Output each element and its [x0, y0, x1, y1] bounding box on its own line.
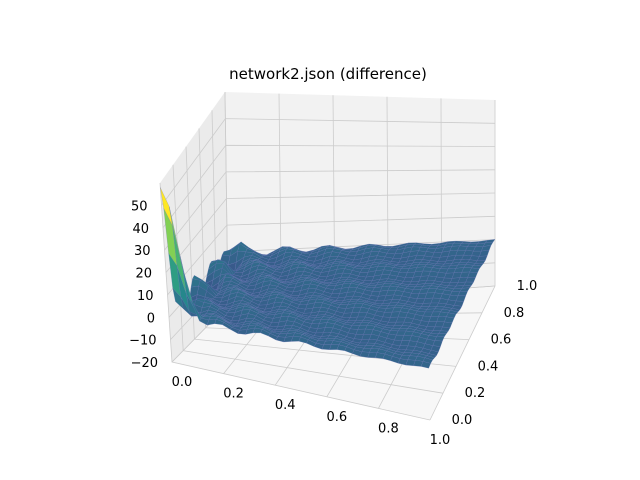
y-tick-label: 0.8 — [504, 306, 525, 321]
z-gridline — [162, 144, 496, 229]
y-tick-label: 0.0 — [452, 413, 473, 428]
y-tick-label: 0.6 — [491, 333, 512, 348]
z-gridline — [167, 215, 496, 296]
z-tick-label: 30 — [134, 244, 151, 259]
x-tick-label: 0.2 — [223, 387, 244, 402]
surface-cell — [438, 330, 449, 334]
surface-cell — [442, 321, 453, 328]
z-tick-label: 0 — [147, 311, 155, 326]
x-tick-label: 0.0 — [172, 375, 193, 390]
chart-title: network2.json (difference) — [229, 65, 427, 83]
z-tick-label: 40 — [132, 222, 149, 237]
x-tick-label: 0.8 — [378, 421, 399, 436]
y-tick-label: 0.2 — [465, 386, 486, 401]
z-tick-label: 50 — [131, 199, 148, 214]
axis-ticks: 0.00.20.40.60.81.00.00.20.40.60.81.0−20−… — [129, 199, 537, 448]
surface-cell — [434, 336, 445, 342]
z-gridline — [161, 118, 496, 206]
y-tick-label: 0.4 — [478, 359, 499, 374]
surface-cell — [420, 361, 431, 369]
x-tick-label: 1.0 — [430, 433, 451, 448]
z-gridline — [165, 192, 496, 273]
z-tick-label: 20 — [135, 267, 152, 282]
surface-mesh — [160, 187, 496, 369]
y-tick-label: 1.0 — [517, 279, 538, 294]
z-tick-label: −20 — [131, 356, 158, 371]
z-tick-label: −10 — [129, 334, 156, 349]
x-tick-label: 0.4 — [275, 398, 296, 413]
x-tick-label: 0.6 — [326, 410, 347, 425]
z-tick-label: 10 — [137, 289, 154, 304]
z-gridline — [164, 169, 496, 251]
surface-cell — [465, 277, 476, 283]
surface-cell — [467, 271, 478, 278]
